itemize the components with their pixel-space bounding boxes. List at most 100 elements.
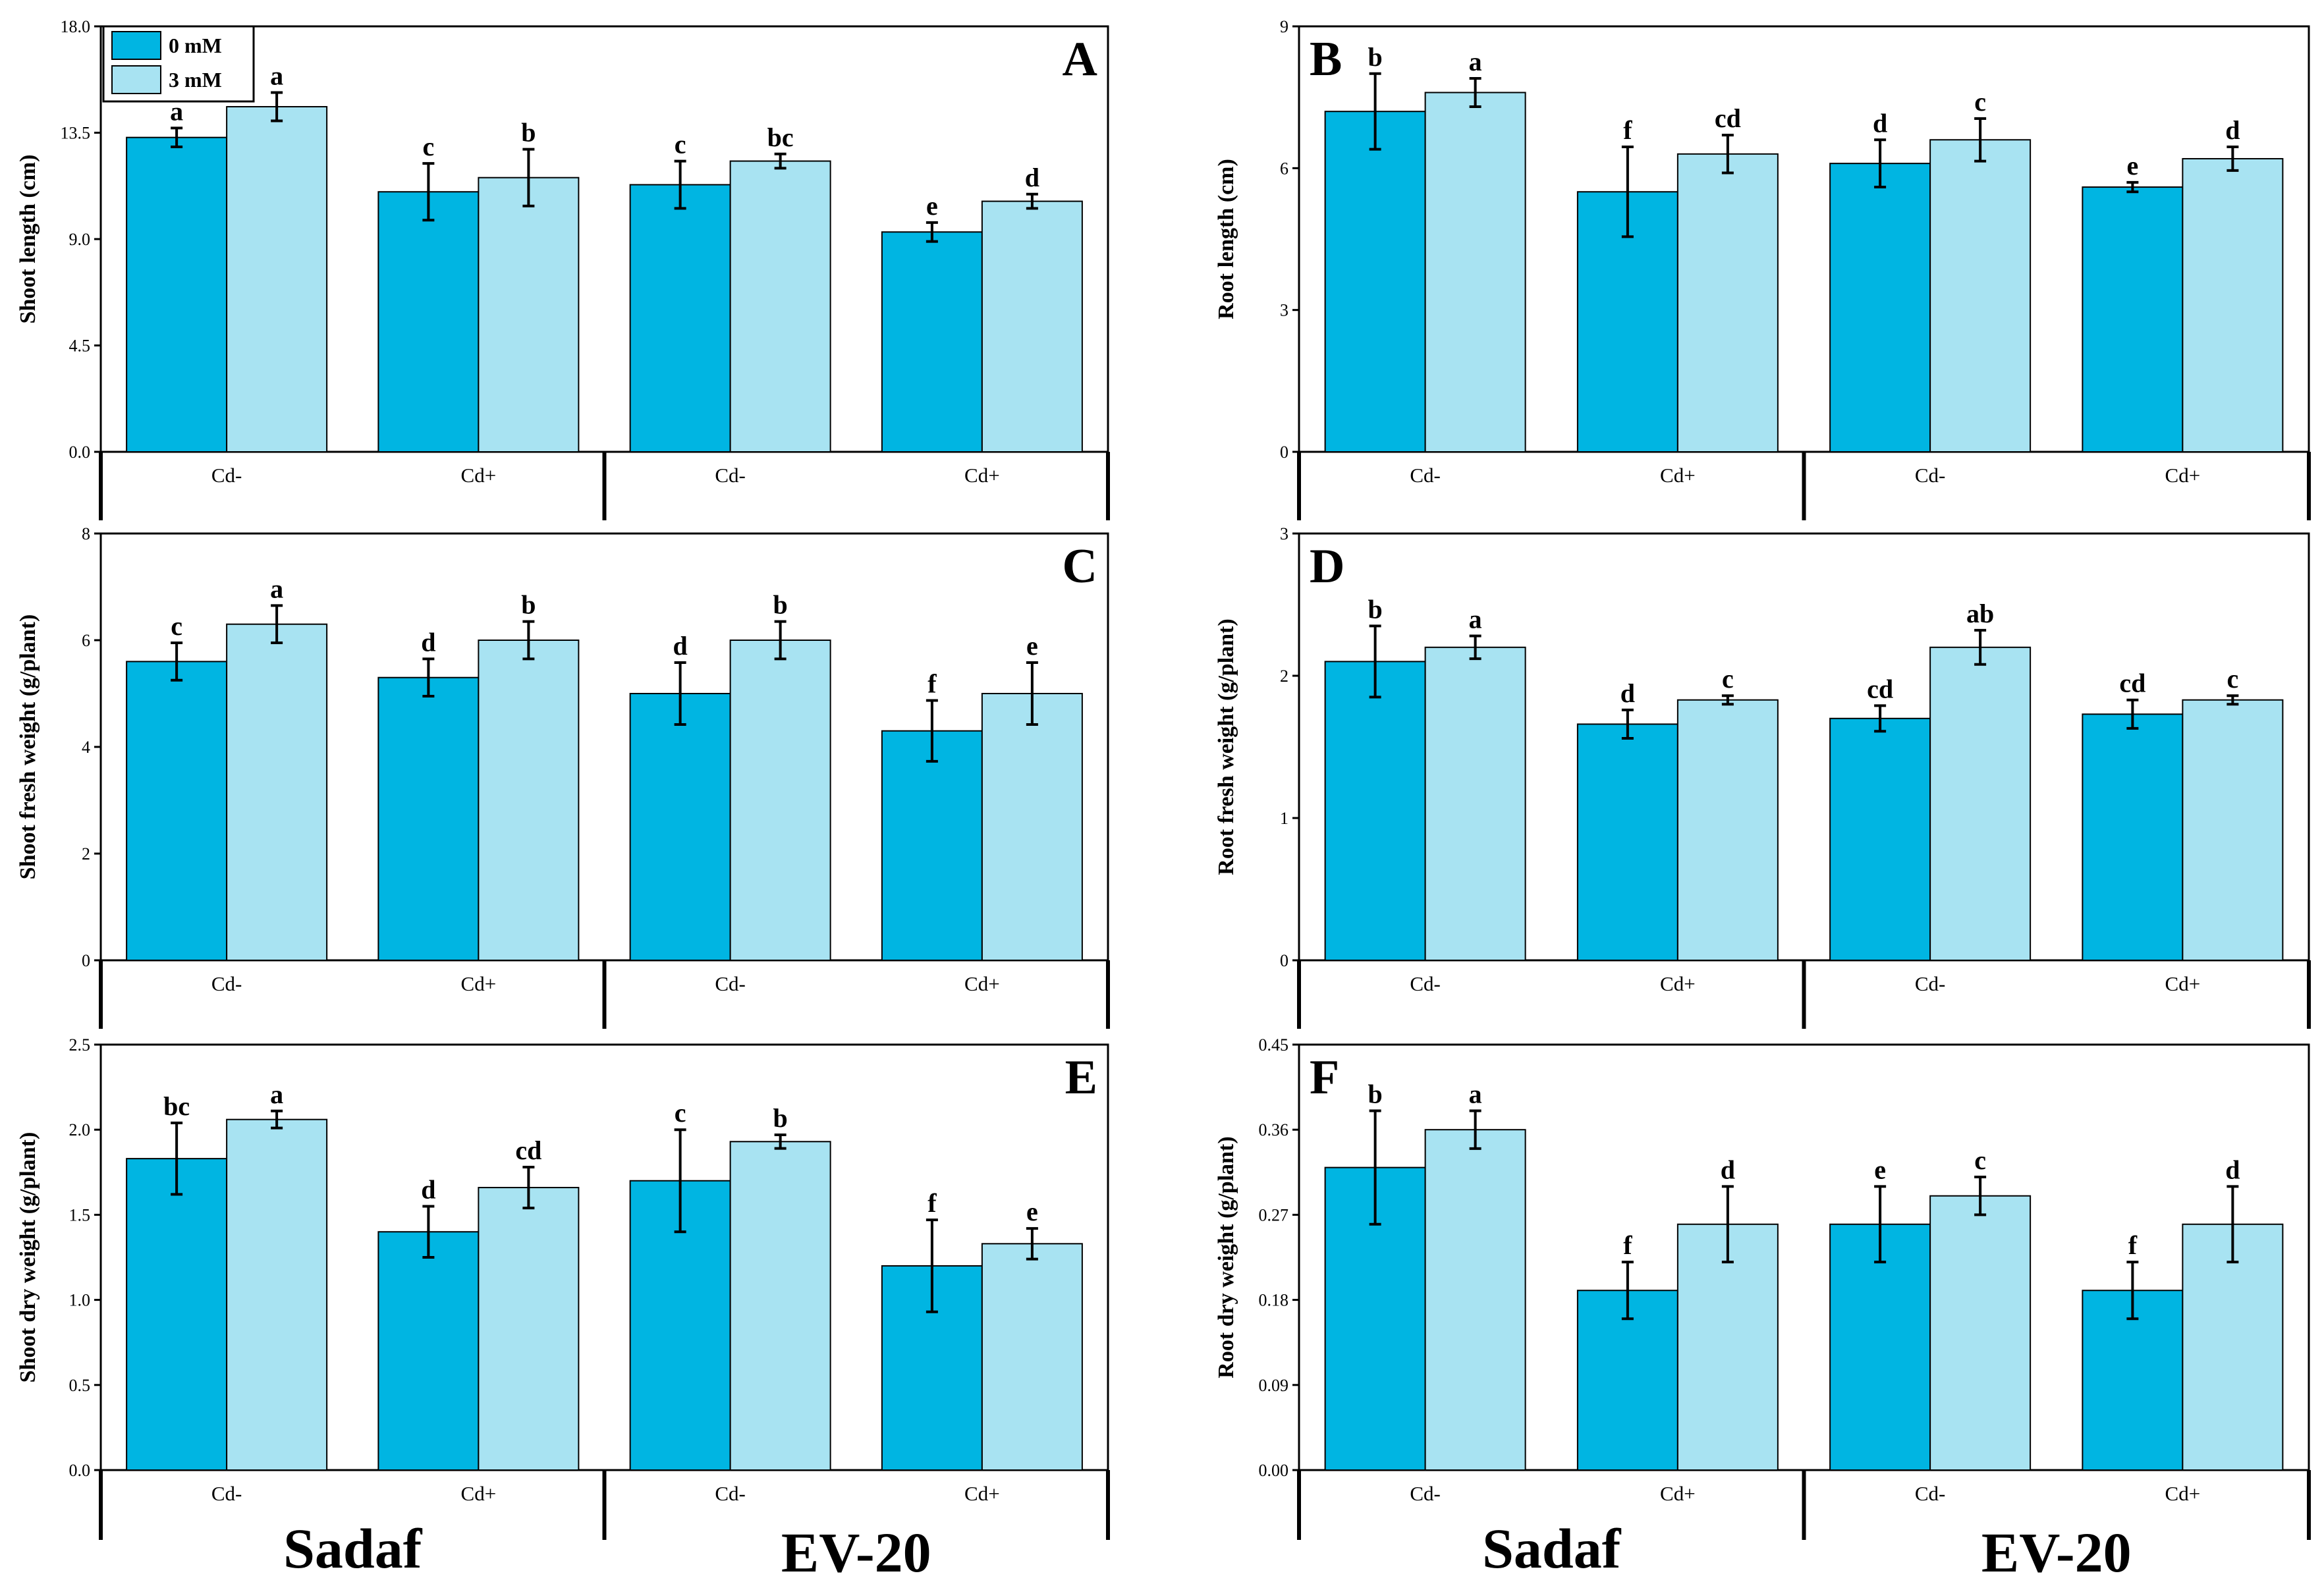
x-tick-label: Cd- <box>211 1482 242 1505</box>
significance-letter: d <box>1025 163 1039 192</box>
bar <box>2082 186 2184 452</box>
legend-label: 3 mM <box>169 68 222 92</box>
significance-letter: a <box>270 1080 283 1109</box>
bar <box>1929 1195 2032 1471</box>
y-tick-label: 0.36 <box>1259 1120 1289 1139</box>
significance-letter: d <box>1721 1155 1735 1184</box>
significance-letter: f <box>1623 1230 1632 1260</box>
significance-letter: c <box>2227 664 2238 694</box>
significance-letter: cd <box>1867 674 1893 703</box>
y-tick-label: 0.09 <box>1259 1376 1289 1395</box>
y-tick-label: 3 <box>1280 524 1288 543</box>
bar <box>881 730 983 961</box>
significance-letter: a <box>170 96 183 126</box>
y-tick-label: 0 <box>1280 951 1288 970</box>
bar <box>629 184 731 452</box>
y-tick-label: 6 <box>1280 159 1288 178</box>
bar <box>1929 646 2032 961</box>
x-tick-label: Cd+ <box>1660 464 1696 487</box>
bar <box>478 177 580 452</box>
y-tick-label: 9.0 <box>69 230 91 249</box>
y-tick-label: 6 <box>82 631 90 650</box>
bar <box>377 1231 480 1471</box>
bar <box>2082 713 2184 961</box>
bar <box>1324 661 1426 962</box>
significance-letter: c <box>1974 87 1986 117</box>
legend-swatch <box>111 31 161 60</box>
significance-letter: f <box>2128 1230 2138 1260</box>
x-tick-label: Cd+ <box>461 1482 497 1505</box>
significance-letter: a <box>1469 605 1482 634</box>
y-tick-label: 2 <box>82 844 90 863</box>
significance-letter: d <box>421 1174 435 1204</box>
y-tick-label: 4 <box>82 738 90 757</box>
x-tick-label: Cd+ <box>2165 972 2201 995</box>
bar <box>1424 1129 1526 1471</box>
group-label: EV-20 <box>781 1521 931 1584</box>
y-tick-label: 0.27 <box>1259 1205 1289 1224</box>
significance-letter: c <box>422 132 434 161</box>
bar <box>478 640 580 961</box>
significance-letter: cd <box>515 1135 541 1165</box>
bar <box>729 160 831 452</box>
y-tick-label: 8 <box>82 524 90 543</box>
bar <box>1829 717 1931 962</box>
x-tick-label: Cd+ <box>1660 972 1696 995</box>
y-tick-label: 1 <box>1280 809 1288 828</box>
x-tick-label: Cd+ <box>2165 1482 2201 1505</box>
x-tick-label: Cd+ <box>964 464 1000 487</box>
panel-F: 0.00 0.09 0.18 0.27 0.36 0.45 Root dry weight … <box>1214 1035 2311 1584</box>
bar <box>2182 157 2284 452</box>
y-axis-label: Shoot dry weight (g/plant) <box>16 1132 40 1383</box>
x-tick-label: Cd+ <box>964 1482 1000 1505</box>
panel-label: A <box>1063 32 1097 86</box>
significance-letter: b <box>1368 42 1383 72</box>
bar <box>126 136 228 453</box>
significance-letter: c <box>1722 664 1734 694</box>
y-tick-label: 4.5 <box>69 337 91 356</box>
legend: 0 mM 3 mM <box>102 25 255 103</box>
significance-letter: a <box>270 574 283 603</box>
significance-letter: e <box>1026 1197 1038 1226</box>
significance-letter: c <box>675 1098 686 1128</box>
bar <box>226 106 328 452</box>
x-tick-label: Cd- <box>211 972 242 995</box>
y-tick-label: 1.0 <box>69 1291 91 1310</box>
legend-swatch <box>111 65 161 94</box>
panel-B: 0 3 6 9 Root length (cm) b a Cd-f cd Cd+ d c Cd-e d Cd… <box>1214 17 2311 520</box>
bar <box>981 693 1083 961</box>
y-tick-label: 0.0 <box>69 1461 91 1480</box>
significance-letter: e <box>1026 631 1038 661</box>
bar <box>126 661 228 962</box>
significance-letter: d <box>421 627 435 657</box>
y-tick-label: 2 <box>1280 667 1288 686</box>
significance-letter: e <box>2126 151 2138 180</box>
bar <box>2182 1223 2284 1471</box>
bar <box>226 1118 328 1471</box>
significance-letter: a <box>1469 47 1482 76</box>
bar <box>629 693 731 961</box>
significance-letter: d <box>1873 108 1887 138</box>
bar <box>1424 646 1526 961</box>
bar <box>729 640 831 961</box>
significance-letter: d <box>2225 1155 2240 1184</box>
bar <box>1676 153 1779 453</box>
bar <box>1676 1223 1779 1471</box>
group-label: Sadaf <box>1482 1517 1622 1580</box>
legend-label: 0 mM <box>169 34 222 57</box>
significance-letter: e <box>926 191 938 221</box>
significance-letter: bc <box>767 123 794 152</box>
panel-D: 0 1 2 3 Root fresh weight (g/plant) b a Cd-d c Cd… <box>1214 524 2311 1029</box>
group-label: EV-20 <box>1981 1521 2132 1584</box>
bar <box>2182 699 2284 961</box>
significance-letter: b <box>1368 1079 1383 1108</box>
x-tick-label: Cd- <box>715 464 746 487</box>
significance-letter: d <box>2225 115 2240 145</box>
bar <box>377 676 480 961</box>
bar <box>1929 139 2032 452</box>
significance-letter: a <box>1469 1079 1482 1108</box>
y-axis-label: Root dry weight (g/plant) <box>1214 1136 1238 1378</box>
x-tick-label: Cd+ <box>461 972 497 995</box>
x-tick-label: Cd- <box>1410 1482 1441 1505</box>
